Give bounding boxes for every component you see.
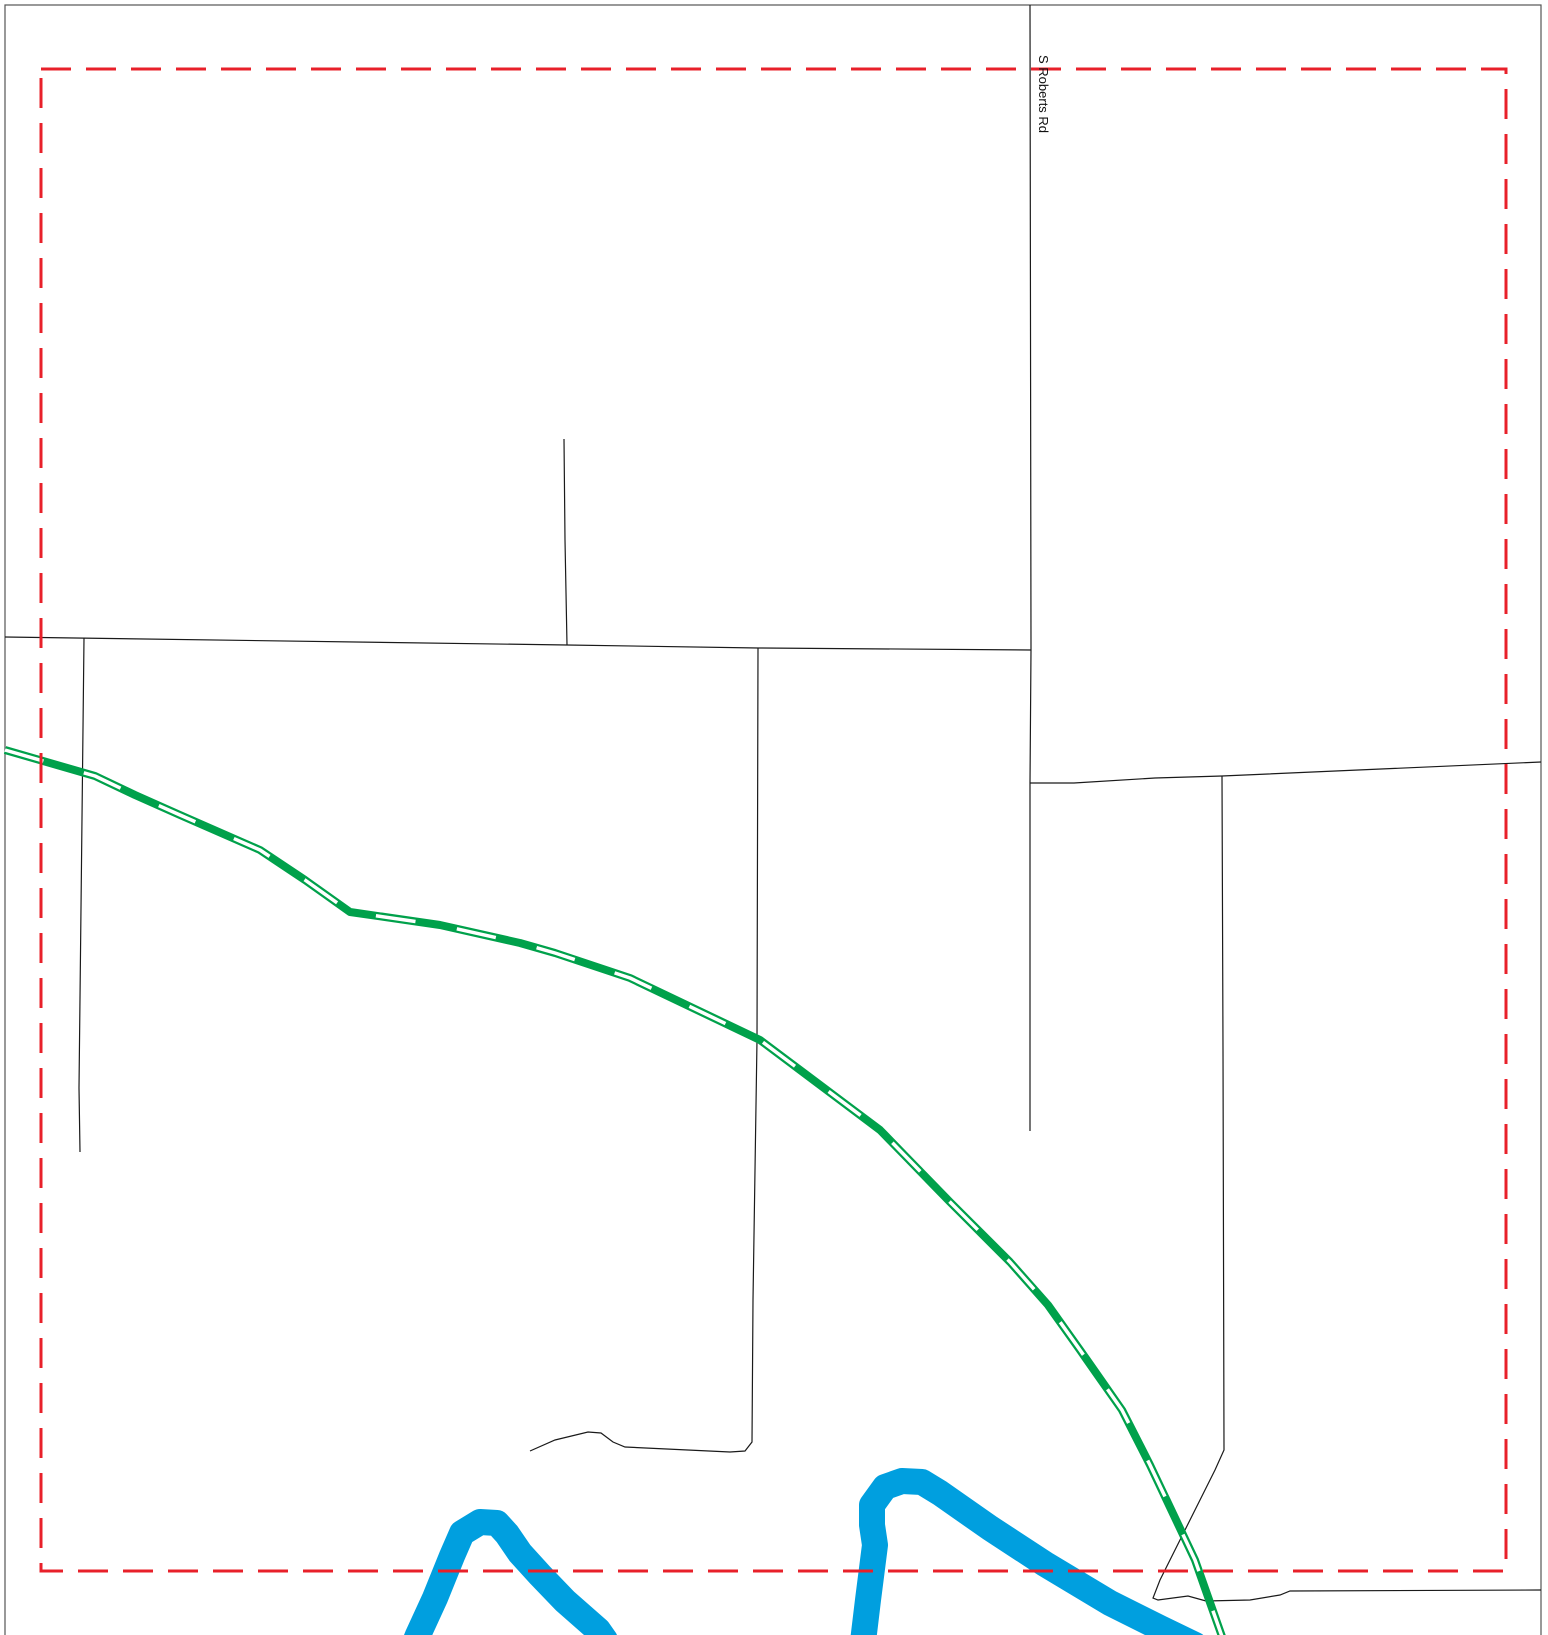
- map-frame: [4, 4, 1542, 1635]
- roads: [4, 4, 1542, 1602]
- road-east-vertical: [1152, 775, 1542, 1602]
- road-s-roberts: [1029, 4, 1032, 1131]
- road-upper-ew: [4, 636, 1032, 651]
- river: [403, 1468, 1204, 1635]
- road-west-vertical: [78, 637, 85, 1153]
- trail-white-stripes: [4, 748, 1224, 1635]
- road-north-spur: [563, 438, 568, 646]
- road-east-ew: [1030, 761, 1542, 784]
- road-middle-vertical: [529, 647, 759, 1453]
- river-channel-west: [403, 1509, 617, 1635]
- road-label-s-roberts: S Roberts Rd: [1036, 55, 1051, 133]
- trail: [3, 746, 1226, 1635]
- river-channel-east: [850, 1468, 1204, 1635]
- study-area-boundary: [39, 67, 1508, 1573]
- trail-outline: [3, 746, 1226, 1635]
